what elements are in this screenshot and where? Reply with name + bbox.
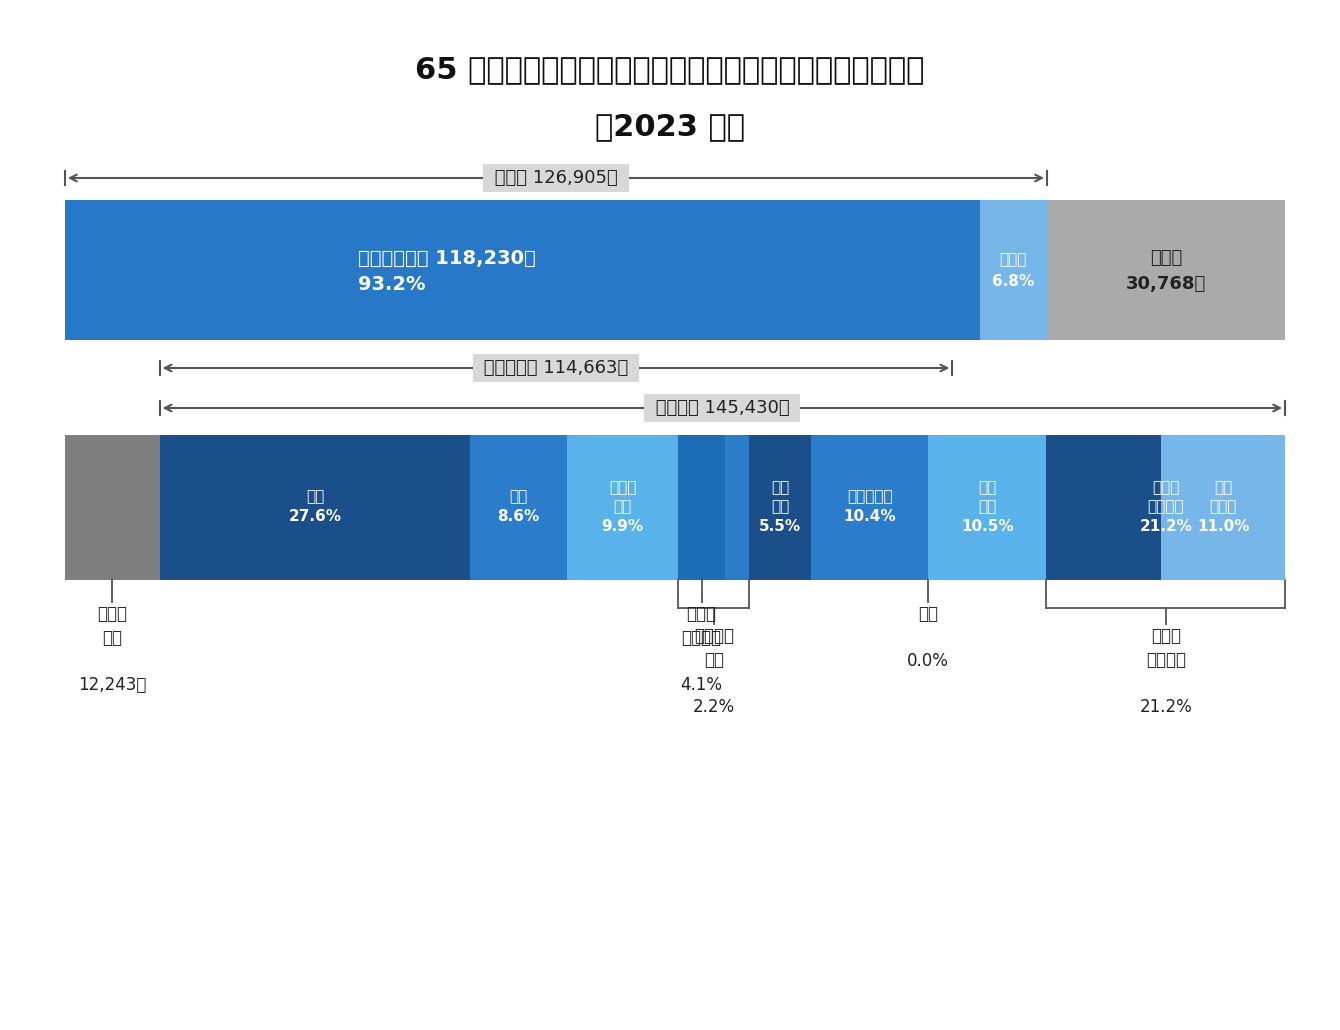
Text: 住居
8.6%: 住居 8.6% (497, 489, 540, 524)
Text: 93.2%: 93.2% (358, 275, 425, 295)
Text: 被服及び
履物

2.2%: 被服及び 履物 2.2% (693, 627, 734, 716)
Bar (929, 435, 1047, 580)
Text: 交通・通信
10.4%: 交通・通信 10.4% (843, 489, 896, 524)
Bar (66, 435, 159, 580)
Text: 教養
娯楽
10.5%: 教養 娯楽 10.5% (961, 480, 1013, 535)
Text: その他: その他 (1000, 252, 1026, 268)
Text: うち
交際費
11.0%: うち 交際費 11.0% (1197, 480, 1249, 535)
Bar (678, 435, 725, 580)
Bar (1047, 200, 1285, 340)
Text: その他
消費支出
21.2%: その他 消費支出 21.2% (1139, 480, 1193, 535)
Text: 実収入 126,905円: 実収入 126,905円 (489, 169, 623, 187)
Text: 社会保障給付 118,230円: 社会保障給付 118,230円 (358, 248, 536, 268)
Text: 不足分: 不足分 (1150, 249, 1182, 267)
Text: 保健
医療
5.5%: 保健 医療 5.5% (760, 480, 801, 535)
Bar (66, 200, 980, 340)
Text: －2023 年－: －2023 年－ (595, 112, 745, 141)
Text: 食料
27.6%: 食料 27.6% (288, 489, 342, 524)
Bar (811, 435, 929, 580)
Bar (749, 435, 811, 580)
Text: 非消費
支出

12,243円: 非消費 支出 12,243円 (78, 605, 146, 694)
Bar (567, 435, 678, 580)
Text: 可処分所得 114,663円: 可処分所得 114,663円 (478, 359, 634, 377)
Text: 教育

0.0%: 教育 0.0% (907, 605, 949, 671)
Text: 6.8%: 6.8% (992, 275, 1034, 289)
Bar (980, 200, 1047, 340)
Text: 家具・
家事用品

4.1%: 家具・ 家事用品 4.1% (681, 605, 722, 694)
Bar (725, 435, 749, 580)
Text: その他
消費支出

21.2%: その他 消費支出 21.2% (1139, 627, 1193, 716)
Text: 30,768円: 30,768円 (1126, 275, 1206, 293)
Bar (1047, 435, 1285, 580)
Text: 65 歳以上の単身無職世帯（高齢単身無職世帯）の家計収支: 65 歳以上の単身無職世帯（高齢単身無職世帯）の家計収支 (415, 55, 925, 84)
Text: 消費支出 145,430円: 消費支出 145,430円 (650, 399, 795, 417)
Bar (159, 435, 470, 580)
Bar (470, 435, 567, 580)
Bar (1162, 435, 1285, 580)
Text: 光熱・
水道
9.9%: 光熱・ 水道 9.9% (602, 480, 643, 535)
